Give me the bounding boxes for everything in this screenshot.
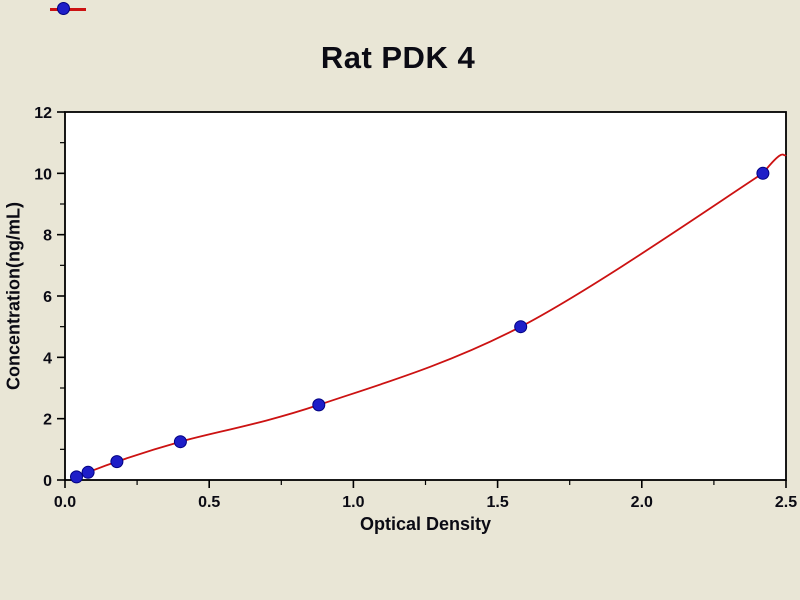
x-tick-label: 1.0 <box>342 494 364 511</box>
legend-glyph-artifact <box>50 1 90 17</box>
chart-title: Rat PDK 4 <box>320 40 476 75</box>
data-point-icon <box>57 2 70 15</box>
data-point <box>514 320 528 334</box>
x-axis-label: Optical Density <box>359 514 492 534</box>
data-point <box>70 470 83 484</box>
y-tick-label: 10 <box>34 166 52 183</box>
y-tick-label: 8 <box>43 228 52 245</box>
data-point <box>312 398 326 412</box>
x-tick-label: 0.0 <box>54 494 76 511</box>
y-tick-label: 12 <box>34 105 52 122</box>
data-point <box>756 166 770 180</box>
x-tick-label: 1.5 <box>486 494 508 511</box>
y-axis-label: Concentration(ng/mL) <box>3 202 24 390</box>
y-tick-label: 0 <box>43 473 52 490</box>
data-point <box>173 435 187 449</box>
x-tick-label: 0.5 <box>198 494 220 511</box>
y-tick-label: 6 <box>43 289 52 306</box>
y-tick-label: 2 <box>43 412 52 429</box>
y-tick-label: 4 <box>43 350 52 367</box>
data-point <box>81 465 95 479</box>
plot-frame <box>64 111 787 481</box>
x-tick-label: 2.0 <box>631 494 653 511</box>
data-point <box>110 455 124 469</box>
x-tick-label: 2.5 <box>775 494 797 511</box>
